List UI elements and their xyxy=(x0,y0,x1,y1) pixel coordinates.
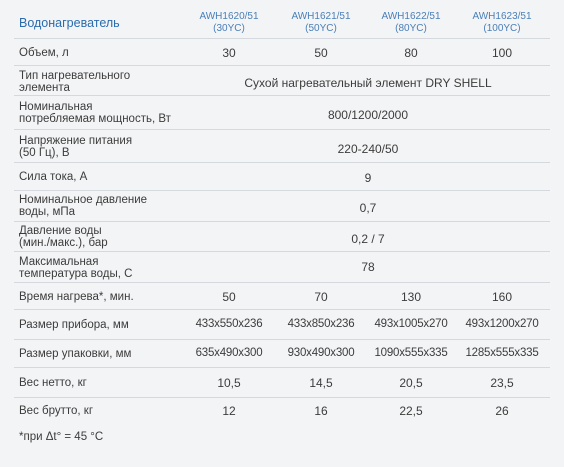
row-label: Напряжение питания (50 Гц), В xyxy=(19,135,133,159)
row-label: Тип нагревательного элемента xyxy=(19,70,131,94)
row-divider xyxy=(14,367,550,368)
row-value: 12 xyxy=(222,404,236,418)
row-value-merged: Сухой нагревательный элемент DRY SHELL xyxy=(244,76,492,90)
table-title: Водонагреватель xyxy=(19,16,120,30)
row-value-merged: 0,2 / 7 xyxy=(351,232,385,246)
row-label: Размер упаковки, мм xyxy=(19,348,132,360)
model-code: AWH1623/51 xyxy=(472,11,532,22)
table-row: Время нагрева*, мин. 50 70 130 160 xyxy=(0,283,564,310)
table-row: Размер упаковки, мм 635x490x300 930x490x… xyxy=(0,340,564,368)
row-divider xyxy=(14,397,550,398)
model-volume: (50YC) xyxy=(305,23,337,34)
header-divider xyxy=(14,38,550,39)
row-divider xyxy=(14,95,550,96)
model-code: AWH1620/51 xyxy=(199,11,259,22)
table-row: Максимальная температура воды, С 78 xyxy=(0,252,564,283)
row-label: Номинальное давление воды, мПа xyxy=(19,194,148,218)
model-volume: (80YC) xyxy=(395,23,427,34)
model-header-3: AWH1622/51 (80YC) xyxy=(369,11,453,35)
row-value: 433x850x236 xyxy=(287,318,355,330)
row-value: 160 xyxy=(491,290,513,304)
row-value: 16 xyxy=(314,404,328,418)
row-label: Давление воды (мин./макс.), бар xyxy=(19,225,108,249)
row-value: 1090x555x335 xyxy=(374,347,448,359)
model-code: AWH1621/51 xyxy=(291,11,351,22)
row-label: Сила тока, А xyxy=(19,171,88,183)
row-value-merged: 220-240/50 xyxy=(337,142,399,156)
model-header-4: AWH1623/51 (100YC) xyxy=(460,11,544,35)
table-row: Объем, л 30 50 80 100 xyxy=(0,39,564,66)
row-value-merged: 0,7 xyxy=(359,201,377,215)
row-label: Номинальная потребляемая мощность, Вт xyxy=(19,101,171,125)
table-header: Водонагреватель AWH1620/51 (30YC) AWH162… xyxy=(0,0,564,38)
table-row: Номинальная потребляемая мощность, Вт 800… xyxy=(0,96,564,130)
row-divider xyxy=(14,221,550,222)
row-value: 20,5 xyxy=(399,376,423,390)
table-row: Тип нагревательного элемента Сухой нагрев… xyxy=(0,66,564,96)
row-divider xyxy=(14,282,550,283)
row-value: 130 xyxy=(400,290,422,304)
table-row: Вес брутто, кг 12 16 22,5 26 xyxy=(0,398,564,426)
table-row: Номинальное давление воды, мПа 0,7 xyxy=(0,191,564,222)
model-header-1: AWH1620/51 (30YC) xyxy=(187,11,271,35)
row-value-merged: 800/1200/2000 xyxy=(327,108,409,122)
row-divider xyxy=(14,65,550,66)
row-value: 493x1005x270 xyxy=(374,318,448,330)
row-value: 100 xyxy=(491,46,513,60)
table-row: Напряжение питания (50 Гц), В 220-240/50 xyxy=(0,130,564,163)
row-value: 50 xyxy=(222,290,236,304)
table-row: Давление воды (мин./макс.), бар 0,2 / 7 xyxy=(0,222,564,252)
row-label: Размер прибора, мм xyxy=(19,319,129,331)
row-value: 10,5 xyxy=(217,376,241,390)
row-value: 50 xyxy=(314,46,328,60)
footnote: *при Δt° = 45 °C xyxy=(19,431,104,443)
row-divider xyxy=(14,309,550,310)
row-value: 433x550x236 xyxy=(195,318,263,330)
row-value: 30 xyxy=(222,46,236,60)
row-value-merged: 9 xyxy=(364,171,372,185)
row-value: 930x490x300 xyxy=(287,347,355,359)
model-volume: (30YC) xyxy=(213,23,245,34)
row-value: 22,5 xyxy=(399,404,423,418)
row-label: Вес нетто, кг xyxy=(19,377,87,389)
row-value: 493x1200x270 xyxy=(465,318,539,330)
row-divider xyxy=(14,339,550,340)
row-value: 635x490x300 xyxy=(195,347,263,359)
model-header-2: AWH1621/51 (50YC) xyxy=(279,11,363,35)
row-label: Время нагрева*, мин. xyxy=(19,291,134,303)
row-divider xyxy=(14,162,550,163)
model-code: AWH1622/51 xyxy=(381,11,441,22)
row-value: 26 xyxy=(495,404,509,418)
row-divider xyxy=(14,129,550,130)
row-label: Максимальная температура воды, С xyxy=(19,256,133,280)
row-value: 70 xyxy=(314,290,328,304)
table-row: Размер прибора, мм 433x550x236 433x850x2… xyxy=(0,310,564,340)
table-row: Сила тока, А 9 xyxy=(0,163,564,191)
row-label: Вес брутто, кг xyxy=(19,405,94,417)
row-value: 1285x555x335 xyxy=(465,347,539,359)
row-divider xyxy=(14,190,550,191)
row-value: 80 xyxy=(404,46,418,60)
table-row: Вес нетто, кг 10,5 14,5 20,5 23,5 xyxy=(0,368,564,398)
row-divider xyxy=(14,251,550,252)
model-volume: (100YC) xyxy=(483,23,521,34)
row-value-merged: 78 xyxy=(361,260,375,274)
row-value: 23,5 xyxy=(490,376,514,390)
row-label: Объем, л xyxy=(19,47,69,59)
row-value: 14,5 xyxy=(309,376,333,390)
